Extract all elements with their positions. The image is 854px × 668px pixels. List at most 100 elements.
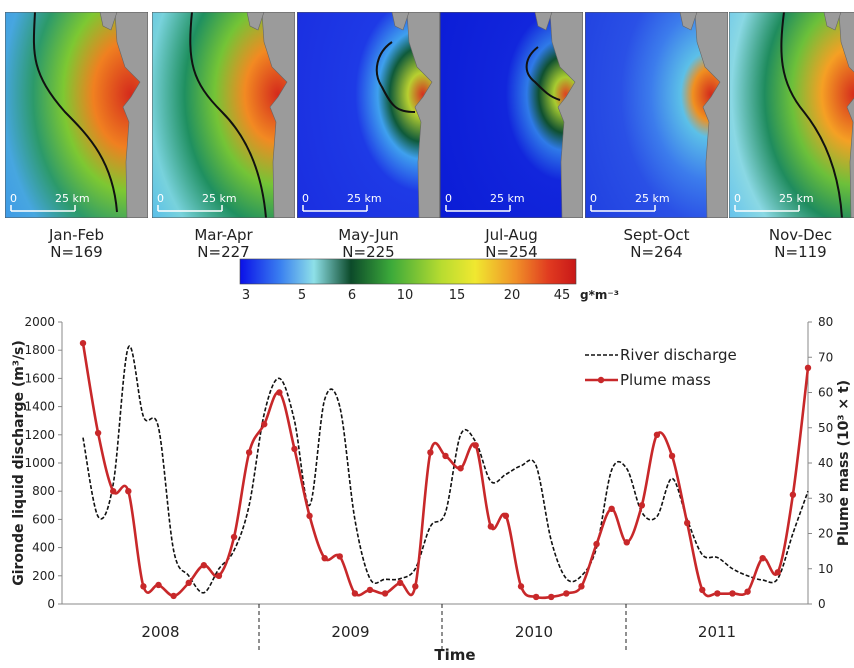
y-axis-label: Gironde liquid discharge (m³/s) [11, 340, 27, 586]
map-contour [525, 46, 561, 101]
series-marker [94, 429, 102, 437]
y-tick-label: 2000 [24, 315, 55, 329]
y2-tick-label: 30 [818, 491, 833, 505]
y-tick-label: 600 [32, 512, 55, 526]
colorbar-tick-label: 20 [504, 288, 521, 303]
series-marker [457, 465, 464, 472]
series-marker [291, 445, 298, 453]
colorbar-tick-label: 3 [242, 288, 250, 303]
y-tick-label: 400 [32, 541, 55, 555]
series-marker [442, 452, 449, 460]
y-tick-label: 800 [32, 484, 55, 498]
series-marker [502, 512, 510, 520]
scale-zero: 0 [590, 192, 597, 205]
map-panel: 0 25 km [585, 12, 728, 218]
y-tick-label: 1200 [24, 428, 55, 442]
scale-label: 25 km [779, 192, 814, 205]
map-land [114, 12, 148, 218]
y2-tick-label: 60 [818, 386, 833, 400]
panel-count: N=119 [774, 243, 826, 261]
colorbar [239, 258, 577, 285]
series-marker [215, 572, 223, 579]
scale-label: 25 km [347, 192, 382, 205]
map-land [679, 12, 698, 31]
map-contour [375, 41, 416, 113]
series-marker [381, 590, 389, 597]
x-category-label: 2011 [698, 623, 736, 641]
series-marker [110, 488, 117, 495]
colorbar-tick-label: 5 [298, 288, 306, 303]
panel-label: Nov-Dec [769, 226, 832, 244]
series-marker [336, 553, 343, 560]
series-marker [321, 554, 328, 562]
series-marker [774, 569, 781, 576]
y-tick-label: 1600 [24, 371, 55, 385]
series-marker [245, 449, 253, 456]
series-marker [653, 431, 661, 438]
scale-zero: 0 [445, 192, 452, 205]
map-land [534, 12, 553, 31]
map-land [261, 12, 295, 218]
series-marker [759, 554, 766, 562]
x-category-label: 2008 [141, 623, 179, 641]
y2-tick-label: 70 [818, 350, 833, 364]
series-marker [366, 586, 374, 594]
series-marker [261, 421, 268, 428]
legend-marker [597, 376, 605, 384]
series-marker [125, 488, 132, 495]
map-water [729, 12, 854, 218]
map-land [99, 12, 118, 31]
series-marker [699, 586, 706, 594]
panel-count: N=264 [630, 243, 682, 261]
x-category-label: 2010 [515, 623, 553, 641]
scale-label: 25 km [490, 192, 525, 205]
series-marker [487, 523, 495, 530]
series-marker [155, 581, 162, 589]
series-marker [517, 583, 525, 590]
panel-label: Sept-Oct [624, 226, 690, 244]
y-tick-label: 1400 [24, 400, 55, 414]
y-tick-label: 200 [32, 569, 55, 583]
series-marker [608, 505, 615, 513]
y-tick-label: 1000 [24, 456, 55, 470]
map-contour [32, 12, 118, 213]
scale-zero: 0 [302, 192, 309, 205]
series-marker [714, 590, 721, 597]
legend-label: River discharge [620, 346, 737, 364]
series-marker [79, 339, 87, 347]
map-panel: 0 25 km [440, 12, 583, 218]
panel-label: Jan-Feb [48, 226, 104, 244]
map-panel: 0 25 km [297, 12, 440, 218]
y2-tick-label: 20 [818, 527, 833, 541]
map-land [823, 12, 842, 31]
scale-zero: 0 [10, 192, 17, 205]
series-marker [396, 579, 404, 587]
panel-count: N=169 [50, 243, 102, 261]
y-tick-label: 0 [47, 597, 55, 611]
legend-label: Plume mass [620, 371, 711, 389]
map-contour [189, 12, 267, 218]
panel-count: N=227 [197, 243, 249, 261]
series-marker [532, 593, 540, 601]
series-marker [427, 449, 434, 456]
series-marker [789, 491, 797, 498]
scale-zero: 0 [157, 192, 164, 205]
y2-axis-label: Plume mass (10³ × t) [836, 380, 852, 546]
series-marker [593, 540, 600, 548]
series-marker [668, 452, 676, 460]
map-land [838, 12, 854, 218]
series-marker [170, 592, 177, 600]
map-land [694, 12, 728, 218]
y2-tick-label: 0 [818, 597, 826, 611]
series-marker [729, 590, 736, 597]
panel-label: Jul-Aug [484, 226, 537, 244]
series-marker [472, 442, 479, 449]
series-marker [683, 519, 691, 527]
series-marker [638, 502, 646, 509]
scale-zero: 0 [734, 192, 741, 205]
series-marker [306, 512, 313, 520]
series-marker [140, 583, 147, 590]
series-marker [623, 539, 630, 546]
